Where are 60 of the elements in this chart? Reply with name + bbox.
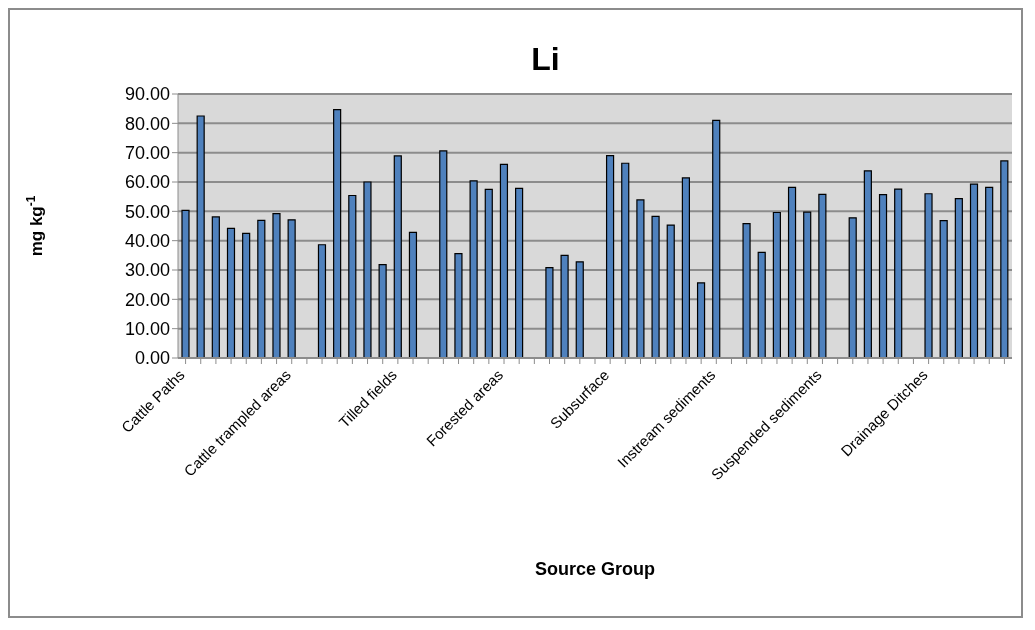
y-tick-label: 50.00 bbox=[124, 201, 170, 222]
bar bbox=[681, 177, 690, 358]
bar bbox=[454, 252, 463, 358]
y-tick-label: 20.00 bbox=[124, 289, 170, 310]
bar bbox=[985, 186, 994, 358]
bar bbox=[363, 181, 372, 358]
bar bbox=[787, 186, 797, 358]
bar bbox=[878, 194, 888, 358]
bar bbox=[560, 254, 569, 358]
chart-title: Li bbox=[530, 40, 561, 78]
bar bbox=[242, 232, 251, 358]
y-tick-label: 0.00 bbox=[134, 348, 170, 369]
y-tick-label: 30.00 bbox=[124, 260, 170, 281]
y-tick-label: 90.00 bbox=[124, 84, 170, 105]
y-tick-label: 40.00 bbox=[124, 231, 170, 252]
bar bbox=[575, 261, 584, 358]
bar bbox=[924, 193, 933, 358]
bar bbox=[939, 220, 948, 358]
bar bbox=[333, 108, 342, 358]
bar bbox=[621, 162, 630, 358]
bar bbox=[439, 150, 448, 358]
bar bbox=[666, 224, 675, 358]
bar bbox=[408, 231, 418, 358]
bar bbox=[393, 155, 402, 358]
bar bbox=[211, 216, 220, 358]
bar bbox=[484, 188, 493, 358]
bar bbox=[287, 219, 296, 358]
y-tick-label: 60.00 bbox=[124, 172, 170, 193]
bar bbox=[317, 244, 327, 358]
bar bbox=[757, 251, 766, 358]
bar bbox=[772, 211, 781, 358]
bar bbox=[257, 219, 266, 358]
bar bbox=[1000, 160, 1009, 358]
bar bbox=[348, 194, 357, 358]
bar bbox=[499, 163, 509, 358]
bar bbox=[894, 188, 903, 358]
bar bbox=[954, 198, 963, 358]
bar bbox=[848, 217, 857, 358]
y-tick-label: 70.00 bbox=[124, 143, 170, 164]
bar bbox=[712, 119, 721, 358]
bar bbox=[181, 209, 190, 358]
x-axis-title: Source Group bbox=[534, 559, 656, 579]
y-tick-label: 10.00 bbox=[124, 319, 170, 340]
bar bbox=[272, 213, 281, 358]
bar bbox=[605, 155, 615, 358]
bar bbox=[863, 170, 872, 358]
bar bbox=[742, 223, 751, 358]
bar bbox=[803, 211, 812, 358]
bar bbox=[515, 187, 524, 358]
bar bbox=[696, 282, 706, 358]
bar bbox=[818, 193, 827, 358]
bar bbox=[545, 267, 554, 358]
bar bbox=[469, 180, 478, 358]
bar bbox=[226, 227, 236, 358]
y-tick-label: 80.00 bbox=[124, 113, 170, 134]
bar bbox=[969, 183, 979, 358]
bar bbox=[651, 215, 660, 358]
bar bbox=[196, 115, 205, 358]
bar bbox=[378, 264, 387, 358]
bar bbox=[636, 199, 645, 358]
